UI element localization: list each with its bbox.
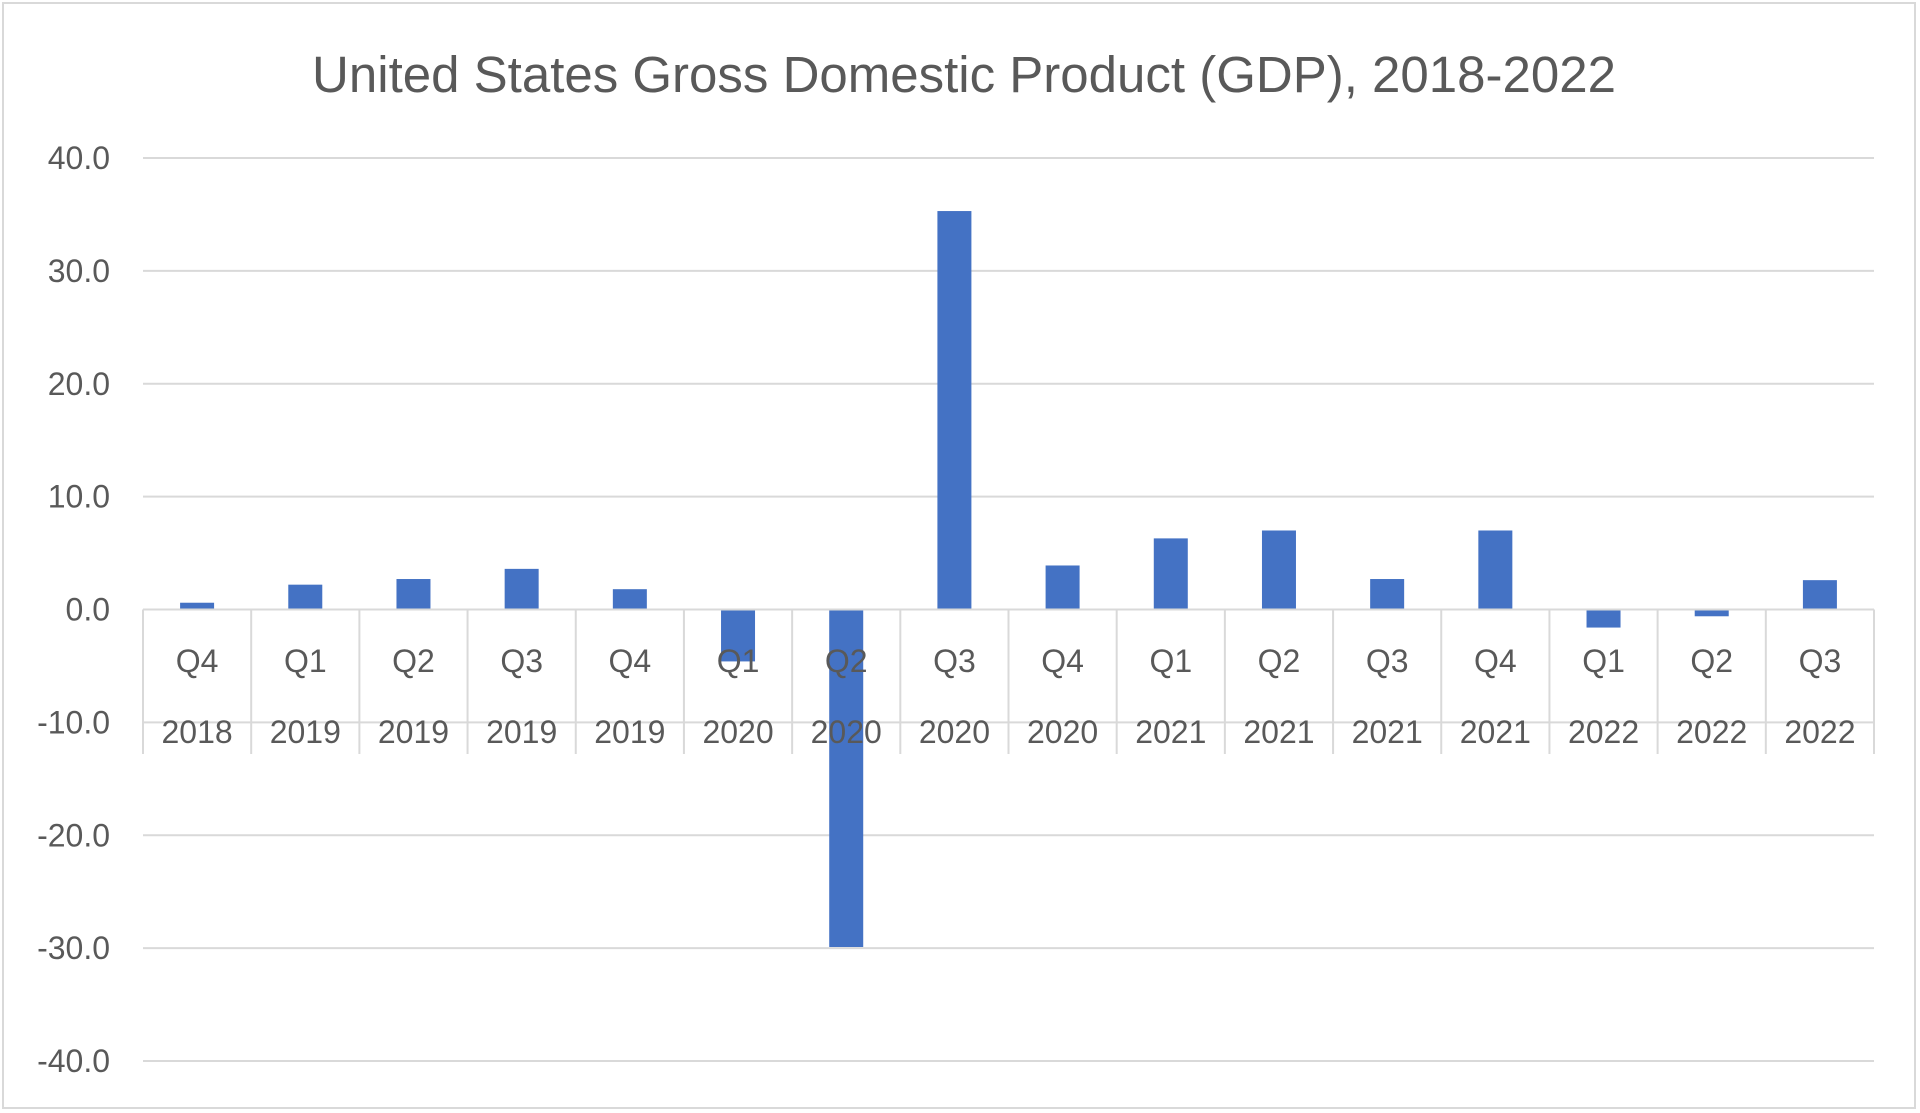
y-tick-label: -40.0 [37,1043,110,1079]
x-tick-label-year: 2022 [1676,714,1747,750]
bar [1478,530,1513,610]
x-tick-label-year: 2019 [270,714,341,750]
x-tick-label-quarter: Q3 [933,643,976,679]
bar [1370,579,1405,610]
x-tick-label-year: 2019 [378,714,449,750]
x-tick-label-year: 2021 [1135,714,1206,750]
x-tick-label-year: 2020 [811,714,882,750]
x-tick-label-year: 2021 [1460,714,1531,750]
bar [288,584,323,610]
x-tick-label-quarter: Q1 [1149,643,1192,679]
x-tick-label-quarter: Q3 [1799,643,1842,679]
x-tick-label-year: 2022 [1784,714,1855,750]
x-tick-label-quarter: Q2 [825,643,868,679]
y-tick-label: 40.0 [48,140,110,176]
x-tick-label-year: 2019 [594,714,665,750]
bar [612,589,647,610]
bar [504,568,539,610]
x-tick-label-quarter: Q4 [1474,643,1517,679]
x-tick-label-quarter: Q2 [1258,643,1301,679]
y-axis-ticks: 40.0 30.0 20.0 10.0 0.0 -10.0 -20.0 -30.0 -40.0 [37,140,110,1079]
x-tick-label-quarter: Q3 [1366,643,1409,679]
chart-title: United States Gross Domestic Product (GD… [312,46,1616,103]
bar [721,609,756,662]
x-tick-label-quarter: Q1 [1582,643,1625,679]
bar [829,609,864,947]
y-tick-label: 20.0 [48,366,110,402]
bar [1694,609,1729,617]
x-tick-label-year: 2020 [1027,714,1098,750]
x-tick-label-year: 2021 [1352,714,1423,750]
y-tick-label: -30.0 [37,930,110,966]
x-tick-label-quarter: Q4 [609,643,652,679]
bar [1045,565,1080,610]
gdp-bar-chart: United States Gross Domestic Product (GD… [37,46,1875,1079]
x-tick-label-quarter: Q2 [1690,643,1733,679]
category-axis-grid [142,609,1875,754]
x-tick-label-quarter: Q3 [500,643,543,679]
x-tick-label-year: 2020 [702,714,773,750]
bars [143,211,1874,947]
bar [1261,530,1296,610]
x-tick-label-year: 2018 [162,714,233,750]
bar [180,602,215,610]
y-tick-label: -10.0 [37,704,110,740]
category-axis-labels: Q4 2018 Q1 2019 Q2 2019 Q3 2019 Q4 2019 Q1 2020 Q2 20… [162,643,1856,750]
x-tick-label-quarter: Q1 [717,643,760,679]
y-tick-label: -20.0 [37,817,110,853]
x-tick-label-year: 2020 [919,714,990,750]
y-tick-label: 30.0 [48,253,110,289]
bar [1586,609,1621,628]
bar [937,211,972,610]
x-tick-label-year: 2021 [1243,714,1314,750]
bar [1802,580,1837,610]
y-tick-label: 0.0 [66,592,110,628]
y-tick-label: 10.0 [48,479,110,515]
x-tick-label-quarter: Q4 [1041,643,1084,679]
bar [1153,538,1188,610]
x-tick-label-quarter: Q1 [284,643,327,679]
x-tick-label-year: 2022 [1568,714,1639,750]
x-tick-label-quarter: Q2 [392,643,435,679]
bar [396,579,431,610]
x-tick-label-year: 2019 [486,714,557,750]
x-tick-label-quarter: Q4 [176,643,219,679]
